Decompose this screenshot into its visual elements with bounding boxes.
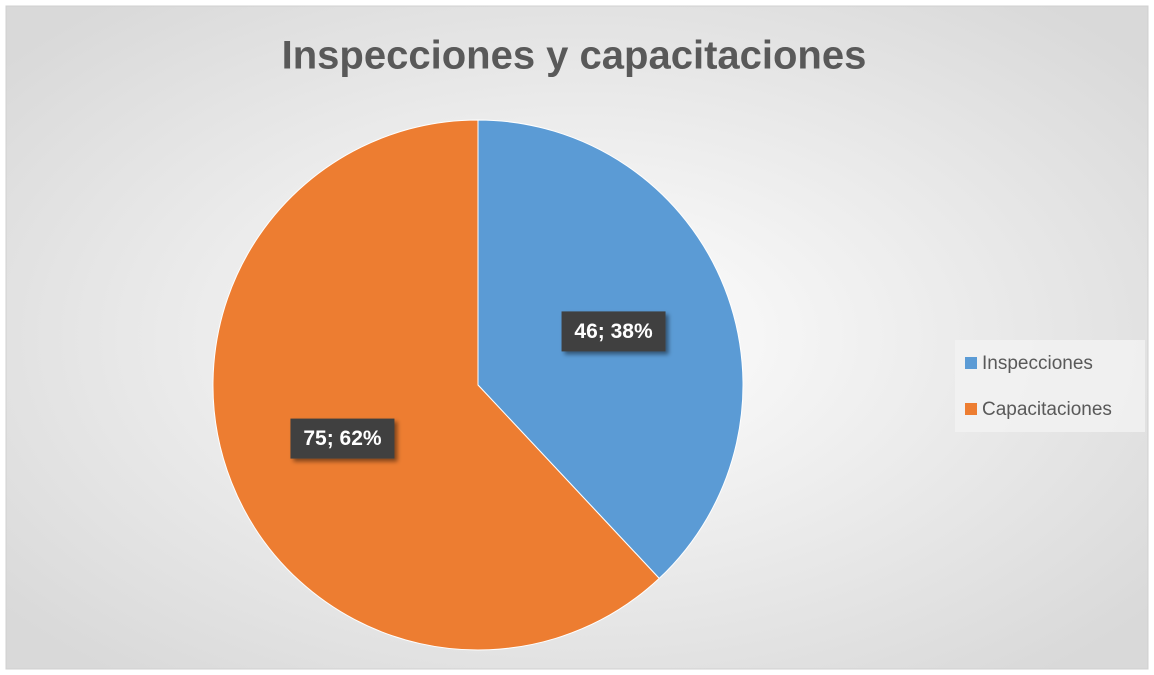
data-label-box [561, 311, 666, 352]
legend-label: Inspecciones [982, 353, 1093, 374]
pie-slice [212, 119, 660, 651]
legend-box [955, 340, 1145, 432]
data-label-box [290, 418, 395, 459]
legend-swatch [965, 403, 977, 415]
chart-title: Inspecciones y capacitaciones [282, 34, 867, 78]
legend-swatch [965, 357, 977, 369]
data-label: 75; 62% [303, 427, 382, 450]
legend-label: Capacitaciones [982, 399, 1112, 420]
data-label: 46; 38% [574, 320, 653, 343]
